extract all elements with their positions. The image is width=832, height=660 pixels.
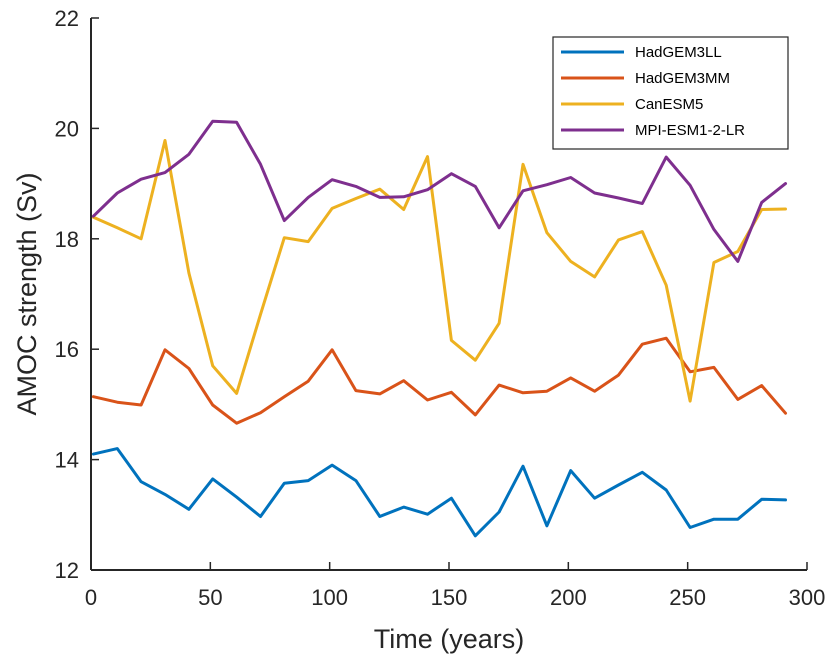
series-line-2 xyxy=(91,336,787,425)
x-tick-label: 200 xyxy=(550,585,587,610)
x-tick-label: 100 xyxy=(311,585,348,610)
legend-label: CanESM5 xyxy=(635,96,703,113)
y-tick-label: 12 xyxy=(55,558,79,583)
x-axis-title: Time (years) xyxy=(374,624,525,654)
y-tick-label: 16 xyxy=(55,337,79,362)
y-axis-title: AMOC strength (Sv) xyxy=(12,172,42,415)
y-tick-label: 14 xyxy=(55,448,79,473)
x-tick-label: 150 xyxy=(431,585,468,610)
series-line-1 xyxy=(91,447,787,538)
x-tick-label: 250 xyxy=(669,585,706,610)
x-tick-label: 0 xyxy=(85,585,97,610)
x-tick-label: 50 xyxy=(198,585,222,610)
legend-label: HadGEM3LL xyxy=(635,44,722,61)
axes-layer: 0 50 100 150 200 250 300 12 14 16 18 20 22 xyxy=(55,6,826,610)
series-line-3 xyxy=(91,139,787,403)
series-line-4 xyxy=(91,119,787,263)
legend-label: HadGEM3MM xyxy=(635,70,730,87)
x-tick-label: 300 xyxy=(789,585,826,610)
y-tick-label: 22 xyxy=(55,6,79,31)
legend: HadGEM3LL HadGEM3MM CanESM5 MPI-ESM1-2-LR xyxy=(552,36,789,150)
series-layer xyxy=(91,119,787,538)
y-tick-label: 20 xyxy=(55,116,79,141)
legend-label: MPI-ESM1-2-LR xyxy=(635,122,745,139)
y-tick-label: 18 xyxy=(55,227,79,252)
